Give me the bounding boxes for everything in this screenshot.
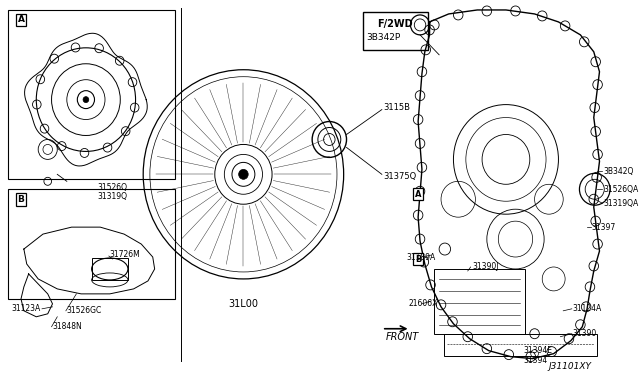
Text: 3B342Q: 3B342Q [604, 167, 634, 176]
Text: A: A [415, 190, 421, 199]
Text: 31390: 31390 [573, 329, 597, 338]
Text: J31101XY: J31101XY [549, 362, 592, 371]
Text: 31319Q: 31319Q [97, 192, 127, 201]
Text: 31124A: 31124A [573, 304, 602, 313]
Text: B: B [17, 195, 24, 204]
Text: 31390J: 31390J [472, 263, 499, 272]
Bar [8, 10, 175, 179]
Text: 31394: 31394 [523, 356, 547, 365]
Text: 31L00: 31L00 [228, 299, 259, 309]
Bar [92, 258, 128, 280]
Text: 31189A: 31189A [406, 253, 436, 262]
Bar [8, 189, 175, 299]
Text: 31526QA: 31526QA [604, 185, 639, 194]
Text: 31319QA: 31319QA [604, 199, 639, 208]
Text: 31397: 31397 [592, 222, 616, 232]
Text: A: A [17, 15, 24, 25]
Circle shape [83, 97, 89, 103]
Circle shape [239, 169, 248, 179]
Text: 31526Q: 31526Q [97, 183, 127, 192]
Bar [363, 12, 428, 50]
Text: 31375Q: 31375Q [384, 172, 417, 181]
Text: 31526GC: 31526GC [67, 306, 102, 315]
Text: B: B [415, 254, 421, 263]
Text: 3B342P: 3B342P [367, 33, 401, 42]
Bar [435, 269, 525, 334]
Text: 31848N: 31848N [52, 322, 83, 331]
Bar [444, 334, 596, 356]
Text: 31726M: 31726M [110, 250, 141, 259]
Text: 21606X: 21606X [408, 299, 438, 308]
Text: 31123A: 31123A [12, 304, 41, 313]
Text: 31394E: 31394E [523, 346, 552, 355]
Text: 3115B: 3115B [384, 103, 411, 112]
Text: FRONT: FRONT [386, 332, 419, 342]
Text: F/2WD: F/2WD [377, 19, 413, 29]
